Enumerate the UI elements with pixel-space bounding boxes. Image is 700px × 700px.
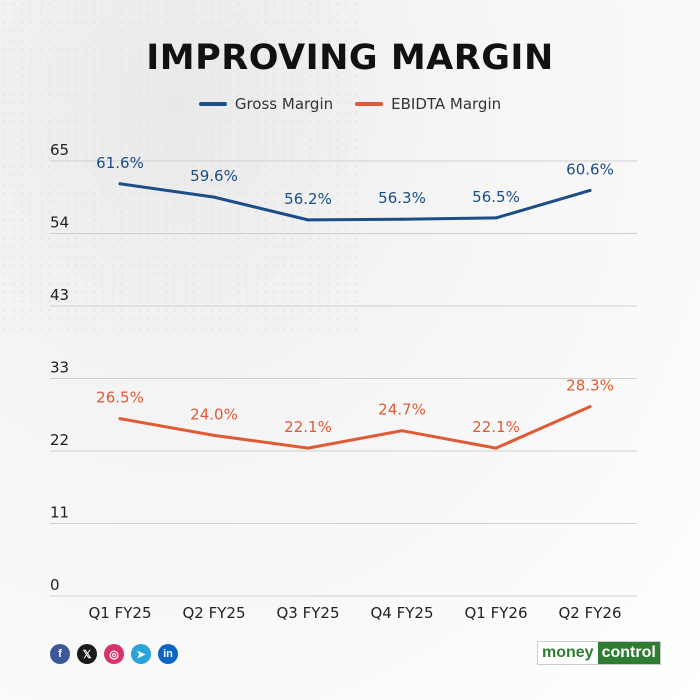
moneycontrol-logo: money control [538, 642, 660, 664]
data-label: 61.6% [96, 154, 144, 172]
x-tick-label: Q2 FY26 [559, 604, 622, 622]
data-point [588, 188, 592, 192]
facebook-icon[interactable]: f [50, 644, 70, 664]
x-tick-label: Q1 FY25 [89, 604, 152, 622]
legend-item-ebitda: EBIDTA Margin [355, 95, 501, 113]
legend-swatch-ebitda [355, 102, 384, 106]
data-point [588, 405, 592, 409]
data-point [400, 429, 404, 433]
instagram-icon[interactable]: ◎ [104, 644, 124, 664]
data-point [118, 182, 122, 186]
legend-swatch-gross [198, 102, 227, 106]
data-label: 59.6% [190, 167, 238, 185]
data-point [118, 417, 122, 421]
legend-item-gross: Gross Margin [198, 95, 334, 113]
series-line-gross [118, 182, 592, 222]
data-point [212, 433, 216, 437]
x-tick-label: Q4 FY25 [371, 604, 434, 622]
brand-text-part1: money [538, 642, 598, 664]
y-tick-label: 33 [50, 359, 69, 377]
data-point [400, 217, 404, 221]
y-tick-label: 11 [50, 504, 69, 522]
data-label: 28.3% [566, 377, 614, 395]
data-point [212, 195, 216, 199]
y-tick-label: 65 [50, 141, 69, 159]
y-tick-label: 43 [50, 286, 69, 304]
data-label: 24.7% [378, 401, 426, 419]
data-label: 56.5% [472, 188, 520, 206]
series-line-ebitda [118, 405, 592, 450]
data-label: 22.1% [284, 418, 332, 436]
data-label: 22.1% [472, 418, 520, 436]
x-tick-label: Q1 FY26 [465, 604, 528, 622]
data-point [494, 446, 498, 450]
x-tick-label: Q2 FY25 [183, 604, 246, 622]
telegram-icon[interactable]: ➤ [131, 644, 151, 664]
x-icon[interactable]: 𝕏 [77, 644, 97, 664]
data-point [306, 446, 310, 450]
brand-text-part2: control [597, 642, 660, 664]
social-icons: f 𝕏 ◎ ➤ in [50, 644, 178, 664]
data-label: 26.5% [96, 389, 144, 407]
y-tick-label: 0 [50, 576, 60, 594]
data-label: 56.2% [284, 190, 332, 208]
data-point [306, 218, 310, 222]
data-point [494, 216, 498, 220]
data-label: 24.0% [190, 405, 238, 423]
linkedin-icon[interactable]: in [158, 644, 178, 664]
chart-title: IMPROVING MARGIN [146, 38, 554, 78]
y-tick-label: 54 [50, 214, 69, 232]
legend-label-ebitda: EBIDTA Margin [391, 95, 502, 113]
chart-legend: Gross Margin EBIDTA Margin [0, 95, 700, 113]
legend-label-gross: Gross Margin [234, 95, 334, 113]
x-tick-label: Q3 FY25 [277, 604, 340, 622]
y-tick-label: 22 [50, 431, 69, 449]
data-label: 56.3% [378, 189, 426, 207]
data-label: 60.6% [566, 160, 614, 178]
